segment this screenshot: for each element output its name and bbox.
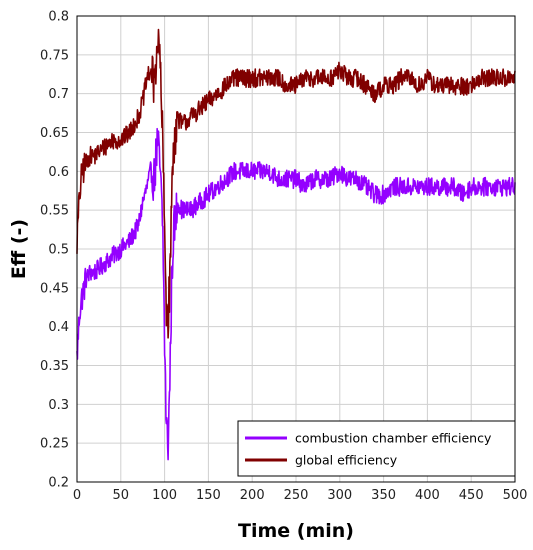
x-axis-ticks: 0 50 100 150 200 250 300 350 400 450 500 [73, 488, 528, 503]
y-tick-label: 0.55 [40, 204, 69, 219]
x-tick-label: 100 [152, 488, 177, 503]
y-tick-label: 0.45 [40, 281, 69, 296]
y-tick-label: 0.6 [48, 165, 69, 180]
x-tick-label: 400 [415, 488, 440, 503]
x-tick-label: 250 [284, 488, 309, 503]
y-tick-label: 0.65 [40, 126, 69, 141]
legend-box [237, 420, 516, 477]
y-tick-label: 0.7 [48, 87, 69, 102]
y-axis-ticks: 0.2 0.25 0.3 0.35 0.4 0.45 0.5 0.55 0.6 0.65 0.7 0.… [40, 10, 69, 491]
y-tick-label: 0.75 [40, 48, 69, 63]
x-tick-label: 500 [503, 488, 528, 503]
y-tick-label: 0.25 [40, 437, 69, 452]
y-tick-label: 0.3 [48, 398, 69, 413]
legend-label-combustion: combustion chamber efficiency [295, 431, 492, 446]
y-tick-label: 0.8 [48, 10, 69, 25]
series-line-combustion [76, 127, 516, 461]
series-group [76, 28, 516, 461]
y-axis-title: Eff (-) [8, 219, 30, 279]
y-tick-label: 0.5 [48, 243, 69, 258]
x-tick-label: 450 [459, 488, 484, 503]
series-line-global [76, 28, 516, 339]
x-tick-label: 150 [196, 488, 221, 503]
x-tick-label: 0 [73, 488, 81, 503]
x-tick-label: 200 [240, 488, 265, 503]
y-tick-label: 0.35 [40, 359, 69, 374]
y-tick-label: 0.4 [48, 320, 69, 335]
x-tick-label: 50 [113, 488, 130, 503]
legend-label-global: global efficiency [295, 453, 398, 468]
x-tick-label: 350 [371, 488, 396, 503]
legend: combustion chamber efficiency global eff… [237, 420, 516, 477]
y-tick-label: 0.2 [48, 476, 69, 491]
x-axis-title: Time (min) [238, 520, 354, 542]
plot-frame [76, 15, 516, 483]
x-tick-label: 300 [327, 488, 352, 503]
